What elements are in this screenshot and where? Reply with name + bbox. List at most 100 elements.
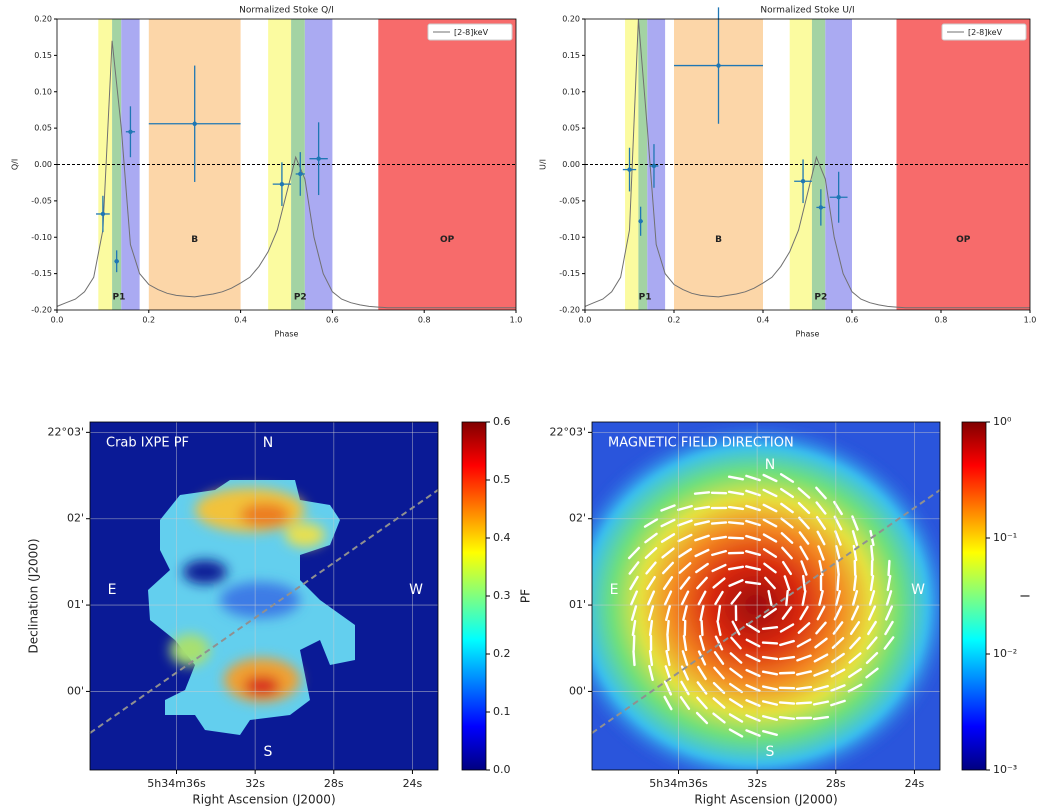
y-tick-label: -0.10 bbox=[559, 233, 580, 242]
field-vector bbox=[695, 492, 709, 493]
y-tick-label: 0.10 bbox=[34, 87, 52, 96]
colorbar-tick-label: 10⁻¹ bbox=[993, 531, 1017, 544]
field-vector bbox=[797, 703, 811, 704]
x-tick-label: 0.0 bbox=[51, 316, 64, 325]
data-point bbox=[298, 172, 302, 176]
field-vector bbox=[633, 651, 634, 665]
colorbar-tick-label: 0.5 bbox=[493, 473, 511, 486]
x-tick-label: 0.8 bbox=[935, 316, 948, 325]
field-vector bbox=[729, 522, 743, 523]
y-tick-label: -0.15 bbox=[559, 269, 580, 278]
field-vector bbox=[763, 627, 777, 629]
region-label: OP bbox=[440, 235, 455, 245]
field-vector bbox=[786, 591, 787, 605]
region-label: OP bbox=[956, 235, 971, 245]
x-tick-label: 32s bbox=[245, 777, 265, 790]
y-tick-label: 0.00 bbox=[562, 160, 580, 169]
x-axis-label: Right Ascension (J2000) bbox=[192, 793, 335, 807]
colorbar-tick-label: 10⁻² bbox=[993, 647, 1017, 660]
chart-title: Normalized Stoke Q/I bbox=[239, 6, 334, 16]
x-tick-label: 0.4 bbox=[234, 316, 247, 325]
data-point bbox=[316, 156, 320, 160]
y-tick-label: 0.05 bbox=[562, 124, 580, 133]
field-vector bbox=[763, 643, 777, 644]
x-tick-label: 28s bbox=[324, 777, 344, 790]
data-point bbox=[193, 122, 197, 126]
x-tick-label: 0.6 bbox=[846, 316, 859, 325]
x-axis-label: Phase bbox=[275, 330, 299, 339]
field-vector bbox=[634, 636, 635, 650]
field-vector bbox=[667, 621, 668, 635]
field-vector bbox=[780, 702, 794, 703]
data-point bbox=[128, 130, 132, 134]
colorbar-label: PF bbox=[519, 589, 533, 603]
x-axis-label: Phase bbox=[796, 330, 820, 339]
x-tick-label: 5h34m36s bbox=[147, 777, 206, 790]
y-axis-label: Declination (J2000) bbox=[27, 538, 41, 653]
data-point bbox=[652, 164, 656, 168]
colorbar-tick-label: 10⁻³ bbox=[993, 763, 1017, 776]
figure: P1 B P2 OP 0.0 0.2 0.4 0.6 0.8 1.0 -0.20 -0.15 -0.10… bbox=[0, 0, 1040, 812]
chart-title: Normalized Stoke U/I bbox=[760, 6, 854, 16]
field-vector bbox=[729, 538, 743, 539]
x-tick-label: 5h34m36s bbox=[649, 777, 708, 790]
y-tick-label: 02' bbox=[67, 512, 84, 525]
compass-label: N bbox=[263, 435, 273, 451]
data-point bbox=[801, 179, 805, 183]
field-vector bbox=[712, 522, 726, 523]
field-vector bbox=[838, 576, 839, 590]
field-vector bbox=[702, 621, 703, 635]
colorbar-tick-label: 0.6 bbox=[493, 415, 511, 428]
y-tick-label: 22°03' bbox=[549, 425, 586, 438]
x-axis-label: Right Ascension (J2000) bbox=[694, 793, 837, 807]
x-tick-label: 0.2 bbox=[142, 316, 155, 325]
region-label: B bbox=[715, 235, 722, 245]
x-tick-label: 0.0 bbox=[579, 316, 592, 325]
data-point bbox=[280, 182, 284, 186]
field-vector bbox=[854, 576, 856, 590]
colorbar-tick-label: 0.4 bbox=[493, 531, 511, 544]
data-point bbox=[716, 63, 720, 67]
region-label: P2 bbox=[294, 293, 307, 303]
y-tick-label: -0.05 bbox=[31, 196, 52, 205]
colorbar bbox=[462, 422, 486, 770]
field-vector bbox=[871, 546, 872, 560]
phase-band bbox=[812, 19, 825, 310]
x-tick-label: 0.8 bbox=[418, 316, 431, 325]
y-tick-label: 22°03' bbox=[47, 425, 84, 438]
colorbar-tick-label: 10⁰ bbox=[993, 415, 1012, 428]
compass-label: E bbox=[108, 582, 117, 598]
y-tick-label: 01' bbox=[67, 598, 84, 611]
x-tick-label: 28s bbox=[826, 777, 846, 790]
field-vector bbox=[803, 576, 805, 590]
y-tick-label: 0.05 bbox=[34, 124, 52, 133]
x-tick-label: 1.0 bbox=[510, 316, 523, 325]
legend-label: [2-8]keV bbox=[968, 28, 1003, 37]
y-tick-label: 00' bbox=[67, 684, 84, 697]
y-tick-label: 0.20 bbox=[562, 15, 580, 24]
compass-label: E bbox=[610, 582, 619, 598]
x-tick-label: 0.6 bbox=[326, 316, 339, 325]
colorbar bbox=[962, 422, 986, 770]
y-tick-label: 00' bbox=[569, 684, 586, 697]
data-point bbox=[638, 219, 642, 223]
region-label: P2 bbox=[814, 293, 827, 303]
y-tick-label: 0.00 bbox=[34, 160, 52, 169]
compass-label: S bbox=[264, 744, 273, 760]
data-point bbox=[836, 195, 840, 199]
region-label: P1 bbox=[113, 293, 126, 303]
colorbar-tick-label: 0.3 bbox=[493, 589, 511, 602]
compass-label: S bbox=[766, 744, 775, 760]
compass-label: N bbox=[765, 457, 775, 473]
region-label: B bbox=[191, 235, 198, 245]
y-tick-label: 01' bbox=[569, 598, 586, 611]
y-tick-label: -0.20 bbox=[559, 306, 580, 315]
compass-label: W bbox=[409, 582, 423, 598]
y-axis-label: U/I bbox=[539, 159, 548, 170]
region-label: P1 bbox=[639, 293, 652, 303]
image-title: Crab IXPE PF bbox=[106, 436, 189, 451]
phase-band bbox=[98, 19, 112, 310]
y-tick-label: 0.10 bbox=[562, 87, 580, 96]
pf-map bbox=[90, 422, 438, 770]
y-axis-label: Q/I bbox=[11, 159, 20, 170]
